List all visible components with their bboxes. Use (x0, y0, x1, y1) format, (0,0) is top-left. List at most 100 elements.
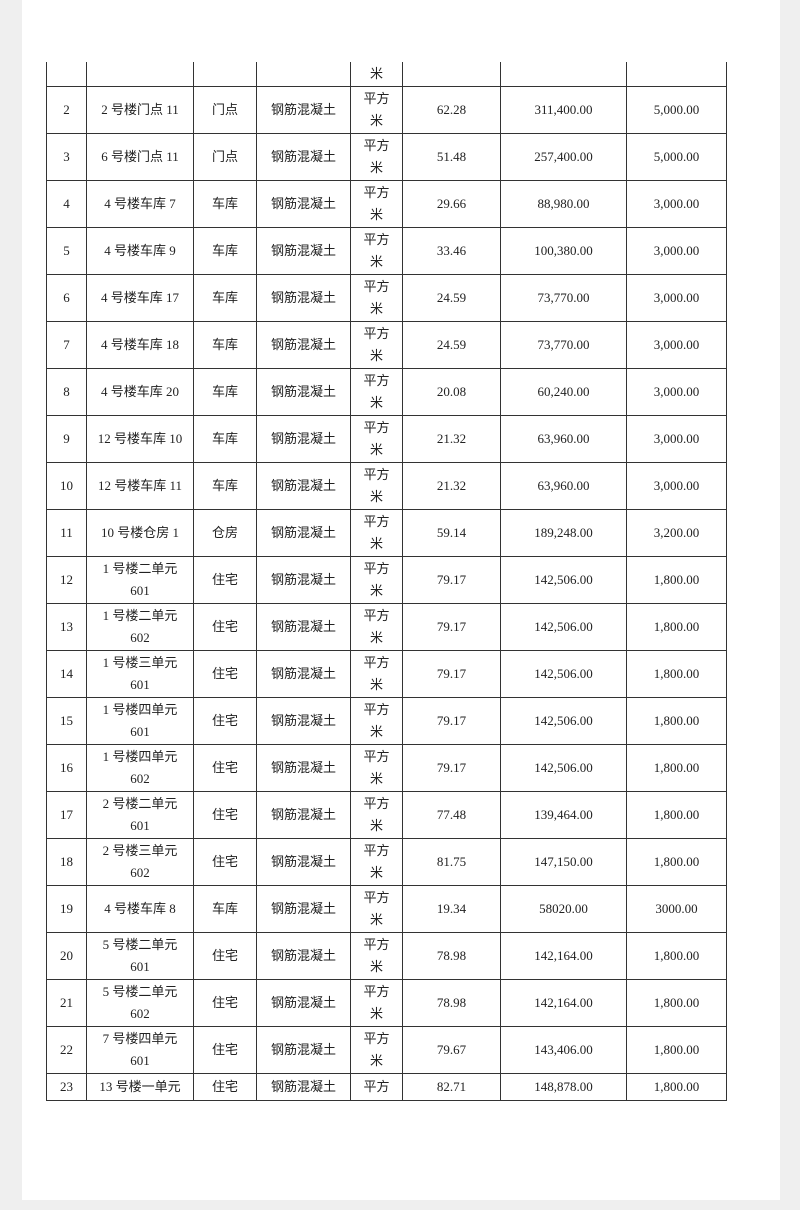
unit-text: 平方 (363, 890, 390, 905)
property-use-text: 仓房 (211, 525, 238, 540)
area: 79.17 (402, 603, 501, 651)
area-text: 59.14 (436, 525, 467, 540)
rent-text: 1,800.00 (653, 713, 700, 728)
area: 51.48 (402, 133, 501, 181)
table-row: 10 12 号楼车库 11 车库 钢筋混凝土 平方米 21.32 63,960.00 3,00… (46, 462, 727, 510)
structure-text: 钢筋混凝土 (270, 525, 336, 540)
unit-text: 平方 (363, 467, 390, 482)
property-use: 车库 (193, 415, 257, 463)
rent: 3,000.00 (626, 274, 727, 322)
price: 143,406.00 (500, 1026, 627, 1074)
price: 142,164.00 (500, 932, 627, 980)
price: 139,464.00 (500, 791, 627, 839)
price-text: 148,878.00 (534, 1079, 593, 1094)
table-row: 9 12 号楼车库 10 车库 钢筋混凝土 平方米 21.32 63,960.00 3,000… (46, 415, 727, 463)
structure-text: 钢筋混凝土 (270, 1042, 336, 1057)
area-text: 29.66 (436, 196, 467, 211)
area-text: 77.48 (436, 807, 467, 822)
property-use-text: 住宅 (211, 760, 238, 775)
property-name-text: 1 号楼二单元 (102, 608, 178, 623)
price: 100,380.00 (500, 227, 627, 275)
unit: 平方米 (350, 462, 403, 510)
unit-cell: 米 (350, 62, 403, 87)
rent: 1,800.00 (626, 650, 727, 698)
unit-text: 平方 (363, 514, 390, 529)
price-text: 147,150.00 (534, 854, 593, 869)
price-text: 88,980.00 (537, 196, 590, 211)
unit: 平方米 (350, 86, 403, 134)
price: 189,248.00 (500, 509, 627, 557)
structure-text: 钢筋混凝土 (270, 102, 336, 117)
price-text: 63,960.00 (537, 478, 590, 493)
area-text: 51.48 (436, 149, 467, 164)
area-text: 79.17 (436, 713, 467, 728)
rent: 1,800.00 (626, 1073, 727, 1101)
rent: 1,800.00 (626, 556, 727, 604)
area: 79.67 (402, 1026, 501, 1074)
price-text: 73,770.00 (537, 337, 590, 352)
unit-text: 米 (369, 724, 383, 739)
property-name-text: 601 (130, 959, 150, 974)
unit-text: 平方 (363, 796, 390, 811)
row-number-text: 19 (60, 901, 73, 916)
property-use-text: 住宅 (211, 713, 238, 728)
structure-text: 钢筋混凝土 (270, 337, 336, 352)
unit-text: 平方 (363, 655, 390, 670)
rent-text: 1,800.00 (653, 619, 700, 634)
property-use: 住宅 (193, 556, 257, 604)
area-text: 82.71 (436, 1079, 467, 1094)
rent-text: 1,800.00 (653, 1079, 700, 1094)
unit-text: 平方 (363, 138, 390, 153)
table-row: 20 5 号楼二单元 601 住宅 钢筋混凝土 平方米 78.98 142,164.00 1,8… (46, 932, 727, 980)
rent: 1,800.00 (626, 838, 727, 886)
structure: 钢筋混凝土 (256, 509, 351, 557)
property-name: 10 号楼仓房 1 (86, 509, 194, 557)
property-name: 1 号楼二单元 601 (86, 556, 194, 604)
rent-text: 3,200.00 (653, 525, 700, 540)
property-use-text: 住宅 (211, 666, 238, 681)
unit: 平方米 (350, 697, 403, 745)
row-number-text: 14 (60, 666, 73, 681)
area: 81.75 (402, 838, 501, 886)
property-name: 5 号楼二单元 602 (86, 979, 194, 1027)
structure-text: 钢筋混凝土 (270, 713, 336, 728)
area: 21.32 (402, 462, 501, 510)
price: 142,506.00 (500, 697, 627, 745)
price-text: 142,164.00 (534, 995, 593, 1010)
property-use: 门点 (193, 86, 257, 134)
property-name-text: 602 (130, 630, 150, 645)
area-text: 33.46 (436, 243, 467, 258)
rent-text: 5,000.00 (653, 102, 700, 117)
row-number-text: 7 (63, 337, 70, 352)
price: 142,506.00 (500, 603, 627, 651)
rent-text: 1,800.00 (653, 760, 700, 775)
price: 257,400.00 (500, 133, 627, 181)
property-name: 4 号楼车库 20 (86, 368, 194, 416)
rent: 3000.00 (626, 885, 727, 933)
structure-text: 钢筋混凝土 (270, 290, 336, 305)
property-name: 2 号楼门点 11 (86, 86, 194, 134)
property-use: 车库 (193, 227, 257, 275)
unit-text: 米 (369, 771, 383, 786)
property-name: 13 号楼一单元 (86, 1073, 194, 1101)
property-name-text: 2 号楼门点 11 (101, 102, 179, 117)
unit: 平方米 (350, 650, 403, 698)
property-use-text: 车库 (211, 337, 238, 352)
rent: 1,800.00 (626, 697, 727, 745)
rent-text: 3,000.00 (653, 478, 700, 493)
price: 88,980.00 (500, 180, 627, 228)
unit-text: 米 (369, 536, 383, 551)
row-number: 7 (46, 321, 87, 369)
price-text: 139,464.00 (534, 807, 593, 822)
structure-text: 钢筋混凝土 (270, 760, 336, 775)
table-row: 18 2 号楼三单元 602 住宅 钢筋混凝土 平方米 81.75 147,150.00 1,8… (46, 838, 727, 886)
property-name-text: 601 (130, 677, 150, 692)
property-name-text: 5 号楼二单元 (102, 937, 178, 952)
row-number-text: 15 (60, 713, 73, 728)
area: 79.17 (402, 744, 501, 792)
property-use: 住宅 (193, 838, 257, 886)
area: 79.17 (402, 556, 501, 604)
rent: 3,000.00 (626, 368, 727, 416)
property-use: 住宅 (193, 1026, 257, 1074)
property-name-text: 1 号楼四单元 (102, 702, 178, 717)
